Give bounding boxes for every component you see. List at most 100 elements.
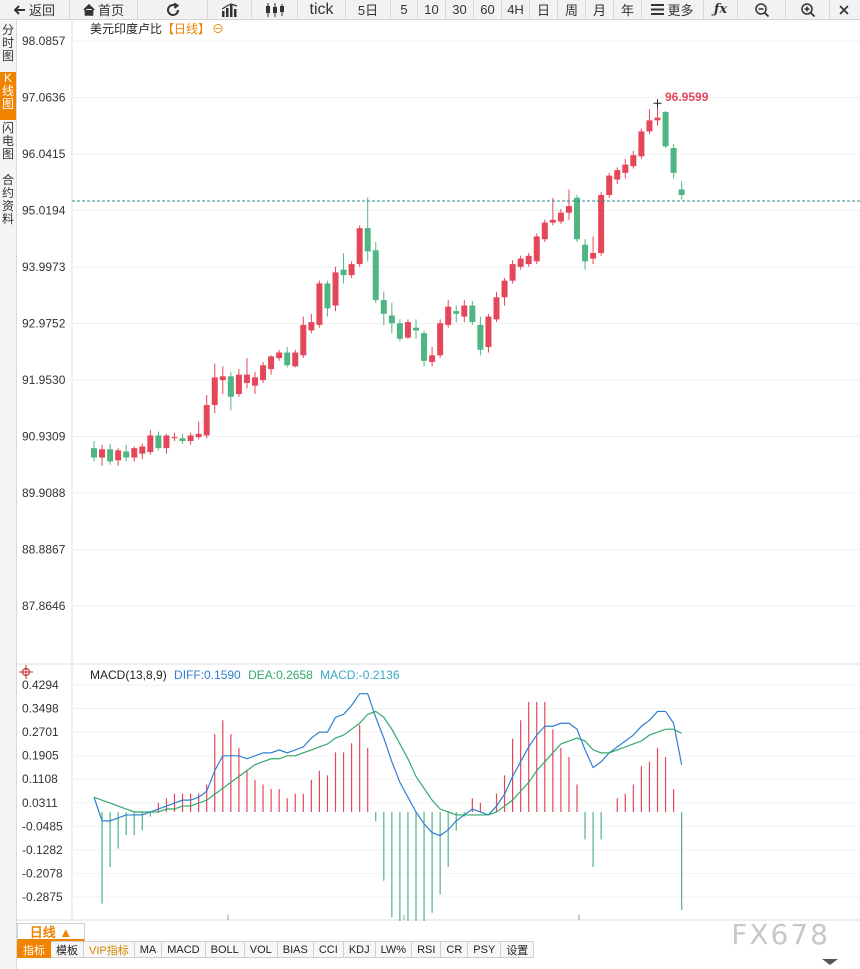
home-button[interactable]: 首页 bbox=[70, 0, 138, 19]
candle bbox=[211, 363, 218, 414]
macd-tick-label: 0.1905 bbox=[22, 749, 59, 763]
price-tick-label: 92.9752 bbox=[22, 316, 66, 330]
formula-button[interactable]: ƒx bbox=[704, 0, 738, 19]
macd-tick-label: -0.2875 bbox=[22, 890, 63, 904]
bar-chart-button[interactable] bbox=[208, 0, 252, 19]
candle-body bbox=[147, 435, 154, 453]
indicator-vip-tab[interactable]: VIP指标 bbox=[84, 941, 135, 958]
price-axis: 98.0857 97.0636 96.0415 95.0194 93.9973 92.97… bbox=[22, 34, 66, 613]
candle-body bbox=[316, 283, 323, 325]
indicator-psy[interactable]: PSY bbox=[468, 941, 502, 958]
close-icon bbox=[839, 4, 849, 15]
candle bbox=[227, 371, 234, 411]
side-tab-char: 料 bbox=[1, 212, 14, 226]
candle-body bbox=[429, 355, 436, 362]
more-button[interactable]: 更多 bbox=[642, 0, 704, 19]
candle-body bbox=[268, 356, 275, 370]
period-10min[interactable]: 10 bbox=[418, 0, 446, 19]
candle-body bbox=[123, 451, 130, 458]
candle bbox=[99, 444, 106, 466]
scroll-down-icon[interactable] bbox=[820, 958, 840, 966]
dea-line bbox=[93, 710, 682, 816]
period-5min[interactable]: 5 bbox=[391, 0, 418, 19]
candle bbox=[598, 192, 605, 256]
macd-tick-label: -0.2078 bbox=[22, 866, 63, 880]
period-year[interactable]: 年 bbox=[614, 0, 642, 19]
period-week-label: 周 bbox=[564, 3, 578, 18]
candle bbox=[243, 358, 250, 389]
refresh-button[interactable] bbox=[138, 0, 208, 19]
period-5day[interactable]: 5日 bbox=[346, 0, 391, 19]
indicator-kdj[interactable]: KDJ bbox=[343, 941, 376, 958]
candle-style-button[interactable] bbox=[252, 0, 298, 19]
period-month[interactable]: 月 bbox=[586, 0, 614, 19]
zoom-out-icon bbox=[754, 2, 769, 17]
tick-button[interactable]: tick bbox=[298, 0, 346, 19]
candle bbox=[308, 313, 315, 334]
candle bbox=[147, 429, 154, 455]
period-day[interactable]: 日 bbox=[530, 0, 558, 19]
indicator-boll[interactable]: BOLL bbox=[205, 941, 245, 958]
period-day-label: 日 bbox=[536, 3, 550, 18]
period-30min[interactable]: 30 bbox=[446, 0, 474, 19]
close-button[interactable] bbox=[830, 0, 858, 19]
candle-body bbox=[276, 352, 283, 359]
price-tick-label: 87.8646 bbox=[22, 599, 66, 613]
candle-body bbox=[203, 405, 210, 436]
indicator-ma[interactable]: MA bbox=[134, 941, 163, 958]
candle bbox=[557, 208, 564, 224]
candle bbox=[131, 446, 138, 462]
price-tick-label: 96.0415 bbox=[22, 147, 66, 161]
indicator--tab[interactable]: 设置 bbox=[501, 941, 535, 958]
indicator-cr[interactable]: CR bbox=[441, 941, 469, 958]
candle bbox=[388, 302, 395, 334]
indicator--tab[interactable]: 指标 bbox=[17, 941, 51, 958]
indicator-rsi[interactable]: RSI bbox=[412, 941, 442, 958]
period-week[interactable]: 周 bbox=[558, 0, 586, 19]
candle bbox=[630, 150, 637, 169]
tab-flash[interactable]: 闪电图 bbox=[0, 122, 16, 170]
period-month-label: 月 bbox=[592, 3, 606, 18]
candle-body bbox=[662, 112, 669, 147]
zoom-out-button[interactable] bbox=[738, 0, 786, 19]
zoom-in-button[interactable] bbox=[786, 0, 830, 19]
indicator-cci[interactable]: CCI bbox=[313, 941, 344, 958]
candle bbox=[332, 266, 339, 312]
candle-body bbox=[582, 244, 589, 262]
candle bbox=[195, 421, 202, 440]
candle-body bbox=[469, 305, 476, 323]
candle-body bbox=[574, 197, 580, 240]
candle bbox=[203, 395, 210, 439]
tab-contract-info[interactable]: 合约资料 bbox=[0, 174, 16, 236]
period-selector[interactable]: 日线 ▲ bbox=[17, 923, 85, 941]
indicator--tab[interactable]: 模板 bbox=[51, 941, 84, 958]
candle-body bbox=[380, 300, 387, 314]
back-button[interactable]: 返回 bbox=[0, 0, 70, 19]
candle-body bbox=[670, 148, 677, 173]
candle bbox=[582, 239, 589, 270]
tab-timeshare[interactable]: 分时图 bbox=[0, 24, 16, 72]
candle-body bbox=[517, 258, 524, 267]
indicator-bias[interactable]: BIAS bbox=[277, 941, 314, 958]
candle bbox=[155, 431, 162, 451]
candle-body bbox=[453, 311, 460, 314]
indicator-macd[interactable]: MACD bbox=[162, 941, 206, 958]
period-60min[interactable]: 60 bbox=[474, 0, 502, 19]
candle-body bbox=[485, 316, 492, 348]
candle bbox=[171, 432, 178, 441]
period-4h[interactable]: 4H bbox=[502, 0, 530, 19]
indicator-vol[interactable]: VOL bbox=[244, 941, 278, 958]
candle-body bbox=[477, 324, 484, 350]
bottom-bar: 日线 ▲ 指标 模板 VIP指标 MA MACD BOLL VOL BIAS CCI KDJ LW%… bbox=[17, 921, 860, 969]
price-tick-label: 90.9309 bbox=[22, 430, 66, 444]
candle bbox=[163, 433, 170, 454]
menu-icon bbox=[651, 4, 665, 15]
candle bbox=[574, 194, 580, 242]
candle-body bbox=[614, 170, 621, 180]
macd-settings-icon[interactable] bbox=[19, 665, 33, 679]
macd-tick-label: -0.1282 bbox=[22, 843, 63, 857]
indicator-lw[interactable]: LW% bbox=[375, 941, 413, 958]
candle-body bbox=[549, 219, 556, 223]
candle bbox=[364, 197, 371, 262]
